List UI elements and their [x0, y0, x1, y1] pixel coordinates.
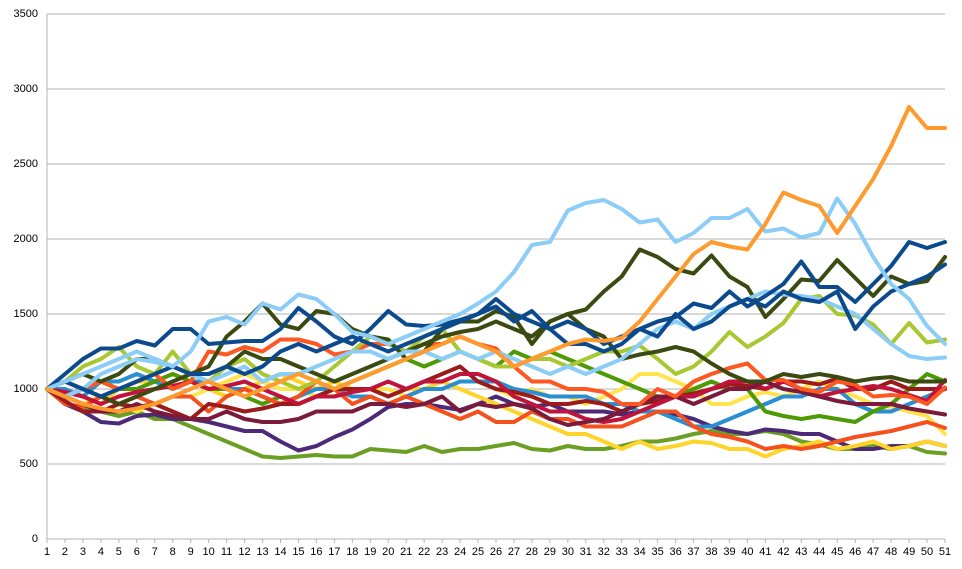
x-tick-label: 10 — [203, 546, 215, 558]
series-line — [45, 240, 947, 391]
x-tick-label: 49 — [903, 546, 915, 558]
y-tick-label: 500 — [20, 458, 38, 470]
x-tick-label: 38 — [705, 546, 717, 558]
x-tick-label: 48 — [885, 546, 897, 558]
x-tick-label: 1 — [44, 546, 50, 558]
x-tick-label: 42 — [777, 546, 789, 558]
x-tick-label: 4 — [98, 546, 104, 558]
x-tick-label: 22 — [418, 546, 430, 558]
x-tick-label: 33 — [616, 546, 628, 558]
y-tick-label: 1500 — [14, 308, 38, 320]
x-tick-label: 17 — [328, 546, 340, 558]
x-tick-label: 44 — [813, 546, 825, 558]
series-line — [45, 301, 947, 391]
x-tick-label: 47 — [867, 546, 879, 558]
x-tick-label: 5 — [116, 546, 122, 558]
x-tick-label: 28 — [526, 546, 538, 558]
x-tick-label: 24 — [454, 546, 466, 558]
y-tick-label: 1000 — [14, 383, 38, 395]
x-tick-label: 51 — [939, 546, 951, 558]
y-tick-label: 0 — [32, 533, 38, 545]
x-tick-label: 39 — [723, 546, 735, 558]
x-tick-label: 50 — [921, 546, 933, 558]
x-tick-label: 29 — [544, 546, 556, 558]
x-tick-label: 36 — [669, 546, 681, 558]
series-line — [45, 379, 947, 427]
y-tick-label: 3000 — [14, 83, 38, 95]
series-line — [45, 262, 947, 399]
x-tick-label: 9 — [188, 546, 194, 558]
x-tick-label: 27 — [508, 546, 520, 558]
x-tick-label: 26 — [490, 546, 502, 558]
x-tick-label: 19 — [364, 546, 376, 558]
x-tick-label: 37 — [687, 546, 699, 558]
x-tick-label: 23 — [436, 546, 448, 558]
x-tick-label: 25 — [472, 546, 484, 558]
x-tick-label: 15 — [292, 546, 304, 558]
x-tick-label: 40 — [741, 546, 753, 558]
x-tick-label: 41 — [759, 546, 771, 558]
x-tick-label: 43 — [795, 546, 807, 558]
x-tick-label: 14 — [274, 546, 286, 558]
x-tick-label: 31 — [580, 546, 592, 558]
x-tick-label: 7 — [152, 546, 158, 558]
series-line — [45, 387, 947, 460]
x-tick-label: 35 — [652, 546, 664, 558]
x-tick-label: 34 — [634, 546, 646, 558]
series-line — [45, 196, 947, 391]
x-tick-label: 3 — [80, 546, 86, 558]
x-tick-label: 20 — [382, 546, 394, 558]
x-tick-label: 46 — [849, 546, 861, 558]
series-line — [45, 379, 947, 451]
x-tick-label: 18 — [346, 546, 358, 558]
x-tick-label: 30 — [562, 546, 574, 558]
x-tick-label: 32 — [598, 546, 610, 558]
y-tick-label: 2000 — [14, 233, 38, 245]
series-line — [45, 364, 947, 421]
x-tick-label: 2 — [62, 546, 68, 558]
x-tick-label: 13 — [256, 546, 268, 558]
y-tick-label: 3500 — [14, 8, 38, 20]
x-tick-label: 21 — [400, 546, 412, 558]
x-tick-label: 6 — [134, 546, 140, 558]
x-tick-label: 16 — [310, 546, 322, 558]
x-tick-label: 11 — [221, 546, 232, 558]
series-line — [45, 105, 947, 414]
y-tick-label: 2500 — [14, 158, 38, 170]
x-tick-label: 8 — [170, 546, 176, 558]
x-tick-label: 12 — [238, 546, 250, 558]
x-tick-label: 45 — [831, 546, 843, 558]
